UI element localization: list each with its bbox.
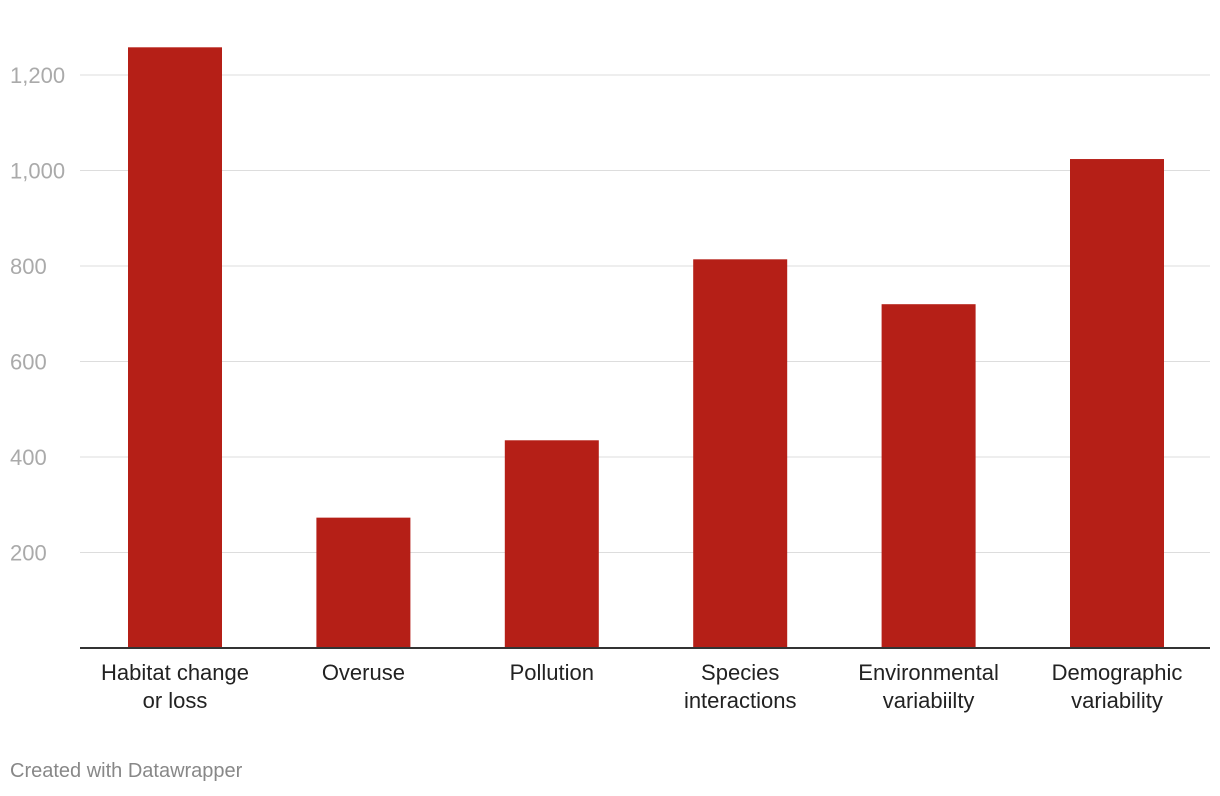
x-tick-label: Habitat change or loss (101, 660, 249, 713)
bar-chart: 200 400 600 800 1,000 1,200 Habitat change or l… (10, 47, 1210, 713)
bar (128, 47, 222, 649)
bar (693, 259, 788, 648)
bar (316, 517, 411, 648)
x-tick-label: Species interactions (684, 660, 797, 713)
y-tick-label: 400 (10, 445, 47, 470)
bar (504, 440, 599, 648)
x-tick-label: Overuse (322, 660, 405, 685)
x-tick-label: Environmental variabiilty (858, 660, 999, 713)
x-tick-label: Pollution (510, 660, 594, 685)
y-tick-label: 200 (10, 541, 47, 566)
y-tick-label: 1,000 (10, 159, 65, 184)
x-tick-label: Demographic variability (1052, 660, 1183, 713)
bar (881, 304, 976, 648)
y-tick-label: 1,200 (10, 63, 65, 88)
bar (1070, 159, 1164, 649)
y-tick-label: 800 (10, 254, 47, 279)
credit-text: Created with Datawrapper (10, 760, 243, 782)
y-tick-label: 600 (10, 350, 47, 375)
